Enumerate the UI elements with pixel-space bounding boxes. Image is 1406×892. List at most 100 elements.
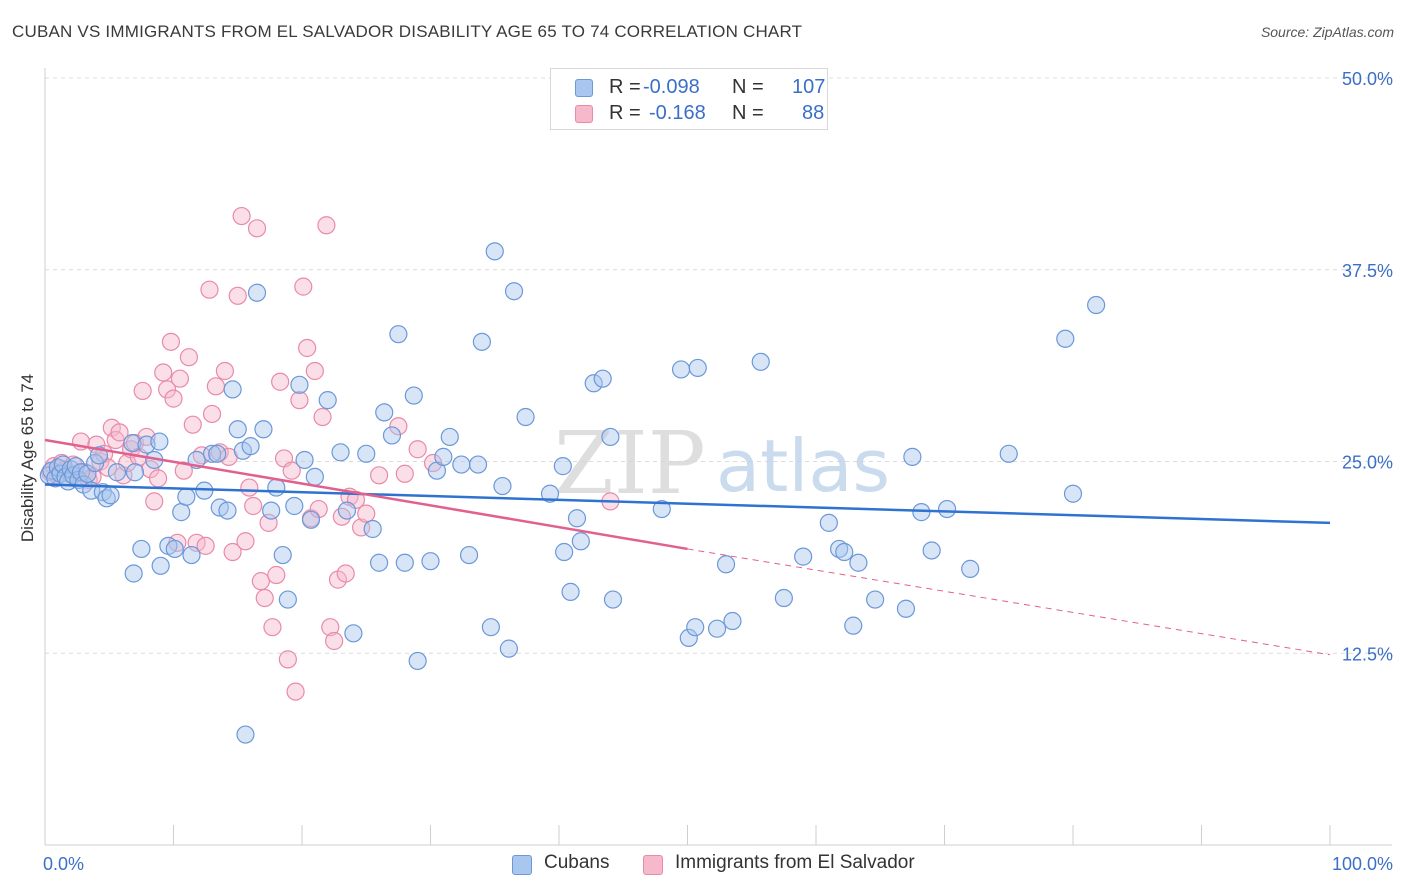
data-point-salvador <box>321 618 340 637</box>
data-point-salvador <box>357 504 376 523</box>
data-point-salvador <box>141 460 160 479</box>
legend-n-label: N = <box>732 102 764 124</box>
bottom-legend-label-salvador: Immigrants from El Salvador <box>675 852 915 873</box>
data-point-cubans <box>999 444 1018 463</box>
data-point-cubans <box>961 559 980 578</box>
data-point-cubans <box>540 484 560 503</box>
data-point-cubans <box>686 618 705 637</box>
data-point-cubans <box>567 509 587 528</box>
data-point-cubans <box>404 386 423 405</box>
data-point-salvador <box>251 572 270 591</box>
data-point-salvador <box>110 423 129 442</box>
data-point-cubans <box>375 403 394 422</box>
data-point-salvador <box>408 440 427 459</box>
data-point-cubans <box>273 545 292 565</box>
data-point-salvador <box>200 280 219 299</box>
data-point-cubans <box>395 553 414 572</box>
y-tick-label: 12.5% <box>1342 644 1393 664</box>
data-point-salvador <box>255 588 274 608</box>
data-point-cubans <box>241 437 260 456</box>
data-point-cubans <box>472 332 491 351</box>
data-point-cubans <box>151 556 170 575</box>
data-point-cubans <box>688 358 707 378</box>
data-point-salvador <box>317 216 336 235</box>
data-point-salvador <box>174 461 193 480</box>
data-point-cubans <box>844 616 863 635</box>
data-point-salvador <box>298 338 317 358</box>
data-point-salvador <box>370 466 389 485</box>
data-point-cubans <box>172 503 191 522</box>
data-point-salvador <box>232 206 251 226</box>
data-point-cubans <box>363 519 382 539</box>
gridlines <box>45 77 1392 654</box>
trend-line-cubans <box>44 483 1331 525</box>
data-point-cubans <box>285 496 304 516</box>
data-point-cubans <box>468 455 488 474</box>
trend-lines <box>44 438 1331 656</box>
data-point-cubans <box>716 555 736 574</box>
legend-n-value: 107 <box>792 76 826 98</box>
data-point-cubans <box>262 501 281 520</box>
data-point-salvador <box>263 618 282 637</box>
data-point-salvador <box>202 404 222 424</box>
data-point-salvador <box>157 380 177 399</box>
data-point-salvador <box>286 682 305 701</box>
data-point-cubans <box>707 619 727 638</box>
data-point-salvador <box>271 372 290 391</box>
data-point-salvador <box>395 464 414 483</box>
data-point-cubans <box>123 433 142 453</box>
data-point-cubans <box>150 432 169 451</box>
data-point-cubans <box>165 539 184 559</box>
data-point-cubans <box>101 486 120 505</box>
data-point-salvador <box>313 407 332 427</box>
data-point-salvador <box>215 361 234 381</box>
data-point-cubans <box>896 599 916 618</box>
data-point-cubans <box>794 547 813 566</box>
data-point-cubans <box>434 447 453 466</box>
data-point-cubans <box>561 582 580 601</box>
data-point-cubans <box>107 463 127 482</box>
legend-r-value: -0.168 <box>649 102 706 124</box>
watermark-zip: ZIP <box>554 414 706 514</box>
data-point-cubans <box>516 407 535 427</box>
data-point-salvador <box>278 650 297 669</box>
data-point-cubans <box>290 375 309 394</box>
legend-r-value: -0.098 <box>643 76 700 98</box>
data-point-salvador <box>228 286 247 305</box>
data-point-cubans <box>421 552 440 571</box>
data-point-salvador <box>196 536 215 555</box>
data-point-cubans <box>835 542 854 562</box>
data-point-cubans <box>132 539 151 559</box>
trend-line-salvador <box>44 438 688 551</box>
data-point-salvador <box>247 219 267 238</box>
data-point-salvador <box>267 565 286 585</box>
series-cubans-points <box>39 242 1106 744</box>
bottom-legend-swatch-cubans <box>512 855 532 875</box>
data-point-cubans <box>555 542 574 562</box>
x-tick-label: 100.0% <box>1332 854 1393 874</box>
axes <box>44 68 1392 846</box>
series-salvador-points <box>41 206 620 701</box>
data-point-cubans <box>452 455 471 474</box>
bottom-legend-swatch-salvador <box>643 855 663 875</box>
data-point-cubans <box>459 545 479 565</box>
data-point-cubans <box>593 369 612 388</box>
data-point-cubans <box>382 426 402 445</box>
data-point-salvador <box>290 391 309 410</box>
data-point-cubans <box>1087 295 1106 315</box>
data-point-salvador <box>236 532 255 551</box>
data-point-cubans <box>499 639 518 658</box>
legend-r-label: R = <box>609 76 641 98</box>
data-point-salvador <box>244 496 263 516</box>
data-point-cubans <box>408 651 427 671</box>
trend-line-salvador-extension <box>687 548 1331 656</box>
data-point-cubans <box>305 467 324 486</box>
data-point-cubans <box>236 725 255 744</box>
watermark: ZIP atlas <box>554 414 890 514</box>
data-point-cubans <box>218 501 237 520</box>
watermark-atlas: atlas <box>716 424 890 508</box>
data-point-cubans <box>912 503 931 522</box>
data-point-cubans <box>751 352 770 371</box>
x-tick-label: 0.0% <box>43 854 84 874</box>
